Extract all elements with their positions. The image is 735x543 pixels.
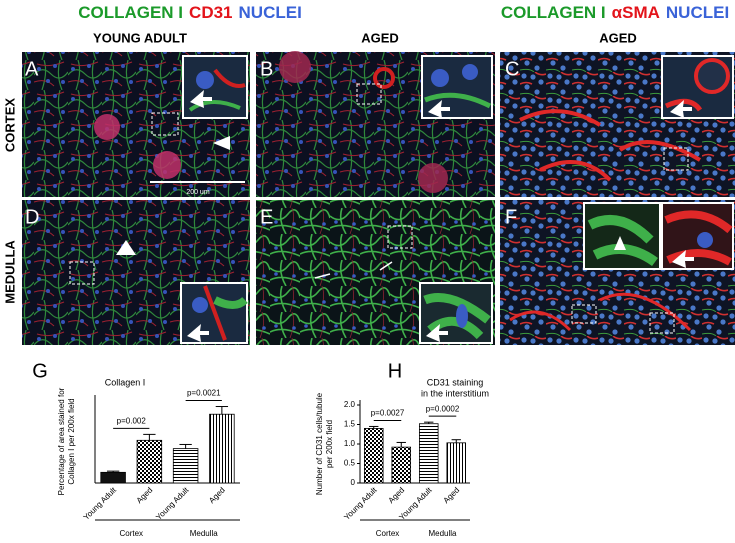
group-label: Cortex [376,529,400,538]
x-tick-label: Young Adult [82,485,119,522]
arrow [190,90,212,108]
inset-nucleus [192,297,208,313]
x-tick-label: Aged [207,486,227,506]
arrow [187,324,209,342]
inset-vessel [664,98,703,112]
column-label: AGED [361,30,399,45]
inset-nucleus [697,232,713,248]
p-value: p=0.0002 [426,404,460,413]
roi-box [649,312,675,334]
bar [136,439,163,484]
roi-box [356,83,382,105]
arrowhead [116,240,136,255]
smooth-muscle [509,292,692,332]
panel-letter: B [260,58,273,80]
chart-title: CD31 staining [427,377,484,387]
smooth-muscle [519,109,702,182]
arrow [672,250,694,268]
stain-name: NUCLEI [666,3,729,22]
y-tick-label: 0 [351,478,356,487]
stain-name: αSMA [612,3,660,22]
arrow [428,100,450,118]
y-axis-label: Percentage of area stained for [57,387,66,495]
arrowhead [213,136,230,150]
group-label: Medulla [428,529,457,538]
row-label: CORTEX [2,98,17,153]
stain-header: COLLAGEN I CD31 NUCLEI [78,3,302,22]
stain-header: COLLAGEN I αSMA NUCLEI [501,3,729,22]
x-tick-label: Aged [135,486,155,506]
p-value: p=0.002 [117,416,147,425]
column-label: YOUNG ADULT [93,30,187,45]
inset-nucleus [462,64,478,80]
bar [363,427,384,484]
bar [418,423,439,484]
chart-title: Collagen I [105,377,146,387]
glomerulus [418,163,448,193]
roi-box [69,261,95,285]
panel-letter: D [25,206,39,228]
inset-nucleus [431,69,449,87]
roi-box [571,304,597,324]
x-tick-label: Aged [387,486,407,506]
inset-nucleus [196,71,214,89]
panel-letter: H [388,360,402,382]
glomerulus [279,51,311,83]
y-axis-label: Number of CD31 cells/tubule [315,392,324,495]
arrowhead [614,236,626,250]
charts: G Collagen I Percentage of area stained fo… [32,360,489,538]
inset-collagen [213,296,248,309]
arrow [314,261,393,279]
bar [172,448,199,484]
y-tick-label: 1.5 [344,420,356,429]
inset-vessel [203,285,227,341]
glomerulus [94,114,120,140]
bar [209,413,235,484]
inset-collagen [424,92,492,109]
glomerulus [153,151,181,179]
bar [100,471,126,484]
arrow [670,100,692,118]
p-value: p=0.0021 [187,389,221,398]
y-axis-label: Collagen I per 200x field [67,398,76,484]
roi-box [387,225,413,249]
roi-box [663,147,689,171]
stain-name: NUCLEI [239,3,302,22]
roi-box [151,112,179,136]
panel-letter: C [505,58,519,80]
y-axis-label: per 200x field [325,420,334,468]
y-tick-label: 1.0 [344,439,356,448]
p-value: p=0.0027 [371,409,405,418]
column-label: AGED [599,30,637,45]
micrograph-grid: 200 um A B C D E [22,51,735,345]
inset-collagen [423,293,491,340]
inset-collagen [188,100,241,112]
y-tick-label: 2.0 [344,400,356,409]
chart-title: in the interstitium [421,388,489,398]
panel-letter: F [505,206,517,228]
x-tick-label: Young Adult [154,485,191,522]
x-tick-label: Aged [442,486,462,506]
stain-name: COLLAGEN I [78,3,183,22]
vessel [373,67,395,89]
stain-name: COLLAGEN I [501,3,606,22]
row-label: MEDULLA [2,240,17,304]
group-label: Medulla [190,529,219,538]
panel-letter: E [260,206,273,228]
bar [391,446,411,484]
bar [446,442,466,484]
stain-name: CD31 [189,3,232,22]
x-tick-label: Young Adult [342,485,379,522]
panel-letter: G [32,360,48,382]
group-label: Cortex [119,529,143,538]
panel-letter: A [25,58,39,80]
scale-bar-label: 200 um [186,189,210,196]
y-tick-label: 0.5 [344,459,356,468]
inset-nucleus [456,304,468,328]
arrow [426,324,448,342]
inset-vessel [664,210,733,266]
inset-vessel [213,68,246,88]
inset-vessel [694,58,730,94]
